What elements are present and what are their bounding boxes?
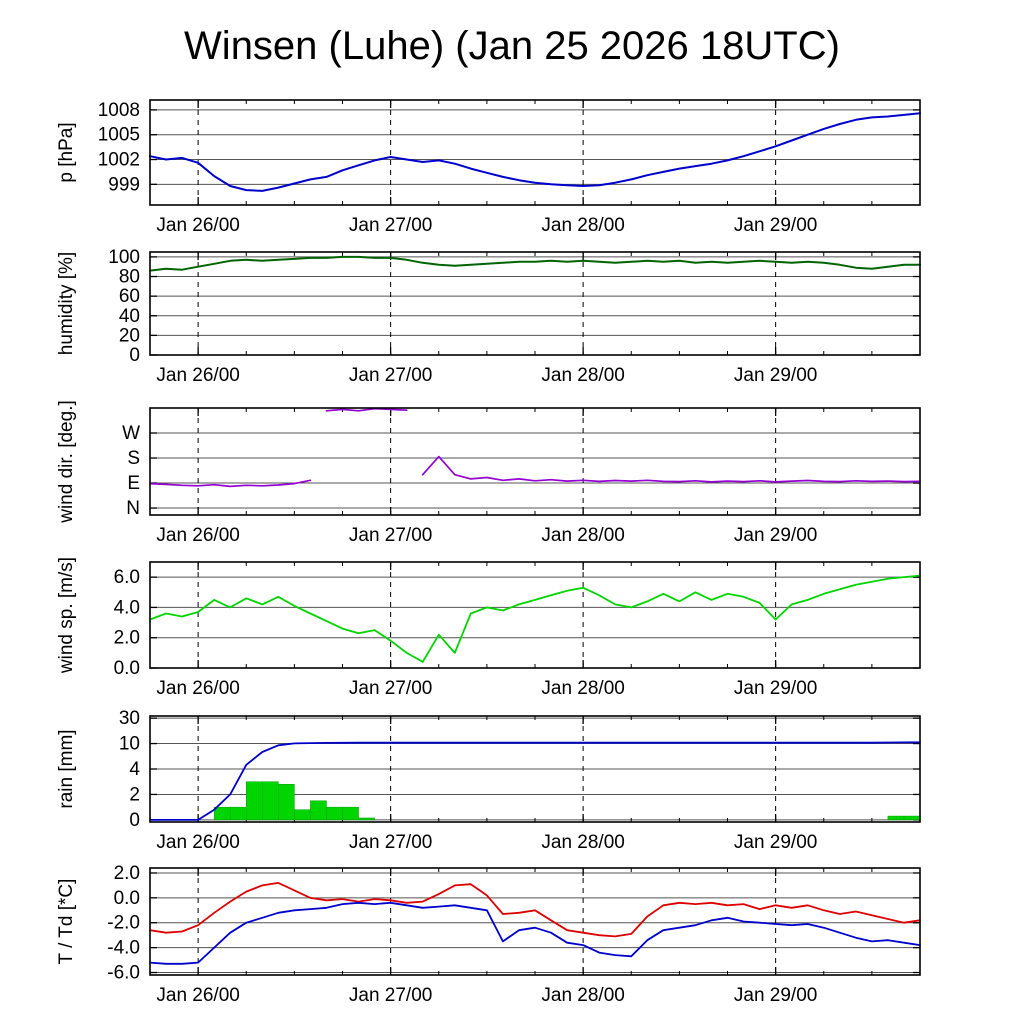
y-tick-label: N — [126, 498, 140, 519]
series-pressure — [149, 112, 921, 192]
series-wind-direction — [149, 407, 921, 488]
y-tick-label: 30 — [119, 708, 140, 729]
y-tick-label: S — [127, 448, 140, 469]
y-tick-label: 0.0 — [114, 888, 140, 909]
panel-wind-speed: 0.0 2.0 4.0 6.0 Jan 26/00 Jan 27/00 Jan 28/00 J… — [56, 557, 921, 699]
y-tick-label: 80 — [119, 267, 140, 288]
y-tick-label: E — [127, 473, 140, 494]
y-tick-label: -2.0 — [107, 913, 140, 934]
y-tick-label: 0 — [129, 345, 140, 366]
y-axis-label: p [hPa] — [56, 122, 77, 182]
x-tick-label: Jan 29/00 — [734, 985, 817, 1006]
panel-frame — [149, 867, 921, 976]
x-tick-label: Jan 27/00 — [349, 365, 432, 386]
x-tick-label: Jan 28/00 — [541, 832, 624, 853]
x-tick-label: Jan 26/00 — [156, 365, 239, 386]
rain-bar — [246, 781, 263, 821]
series-wind-speed — [149, 574, 921, 663]
rain-bar — [887, 815, 905, 821]
x-tick-label: Jan 26/00 — [156, 215, 239, 236]
x-tick-label: Jan 27/00 — [349, 678, 432, 699]
x-tick-label: Jan 28/00 — [541, 678, 624, 699]
y-tick-label: 60 — [119, 286, 140, 307]
panel-rain: 0 2 4 10 30 Jan 26/00 Jan 27/00 Jan 28/00 Jan 29… — [56, 708, 921, 853]
y-axis-label: wind dir. [deg.] — [56, 400, 77, 524]
rain-bars — [213, 781, 921, 821]
panel-frame — [149, 99, 921, 206]
y-tick-label: 2.0 — [114, 863, 140, 884]
rain-bar — [262, 781, 279, 821]
y-tick-label: 1002 — [98, 150, 140, 171]
x-tick-label: Jan 29/00 — [734, 832, 817, 853]
panel-temperature: -6.0 -4.0 -2.0 0.0 2.0 Jan 26/00 Jan 27/00 Jan … — [56, 863, 921, 1006]
y-tick-label: 2 — [129, 784, 140, 805]
y-tick-label: W — [122, 423, 140, 444]
x-tick-label: Jan 29/00 — [734, 678, 817, 699]
y-axis-label: rain [mm] — [56, 729, 77, 808]
y-tick-label: -6.0 — [107, 963, 140, 984]
y-axis-label: humidity [%] — [56, 252, 77, 355]
y-tick-label: 20 — [119, 325, 140, 346]
series-relative-humidity — [149, 255, 921, 272]
x-tick-label: Jan 28/00 — [541, 985, 624, 1006]
x-tick-label: Jan 28/00 — [541, 525, 624, 546]
series-temperature — [149, 882, 921, 938]
y-axis-label: T / Td [*C] — [56, 879, 77, 965]
y-tick-label: 10 — [119, 734, 140, 755]
x-tick-label: Jan 29/00 — [734, 365, 817, 386]
y-tick-label: 2.0 — [114, 628, 140, 649]
rain-bar — [342, 806, 359, 821]
y-tick-label: 999 — [108, 174, 140, 195]
x-tick-label: Jan 28/00 — [541, 365, 624, 386]
y-tick-label: 0.0 — [114, 658, 140, 679]
rain-bar — [903, 815, 921, 821]
x-tick-label: Jan 27/00 — [349, 832, 432, 853]
x-tick-label: Jan 27/00 — [349, 985, 432, 1006]
x-tick-label: Jan 26/00 — [156, 678, 239, 699]
panel-frame — [149, 561, 921, 669]
x-tick-label: Jan 29/00 — [734, 525, 817, 546]
x-tick-label: Jan 28/00 — [541, 215, 624, 236]
rain-bar — [294, 809, 311, 821]
rain-bar — [229, 806, 247, 821]
rain-bar — [326, 806, 343, 821]
y-tick-label: 1005 — [98, 125, 140, 146]
y-tick-label: 0 — [129, 810, 140, 831]
series-accumulated-rain — [149, 741, 921, 821]
panel-frame — [149, 715, 921, 823]
x-tick-label: Jan 29/00 — [734, 215, 817, 236]
series-dew-point — [149, 901, 921, 965]
panel-frame — [149, 251, 921, 356]
y-tick-label: 40 — [119, 306, 140, 327]
x-tick-label: Jan 26/00 — [156, 525, 239, 546]
y-tick-label: 4 — [129, 759, 140, 780]
rain-bar — [310, 800, 327, 821]
y-axis-label: wind sp. [m/s] — [56, 557, 77, 674]
x-tick-label: Jan 26/00 — [156, 985, 239, 1006]
y-tick-label: 6.0 — [114, 567, 140, 588]
rain-bar — [358, 817, 375, 821]
panel-frame — [149, 407, 921, 516]
y-tick-label: 1008 — [98, 100, 140, 121]
chart-title: Winsen (Luhe) (Jan 25 2026 18UTC) — [184, 24, 840, 68]
x-tick-label: Jan 27/00 — [349, 215, 432, 236]
y-tick-label: -4.0 — [107, 938, 140, 959]
y-tick-label: 100 — [108, 247, 140, 268]
y-tick-label: 4.0 — [114, 597, 140, 618]
x-tick-label: Jan 26/00 — [156, 832, 239, 853]
x-tick-label: Jan 27/00 — [349, 525, 432, 546]
rain-bar — [278, 784, 295, 821]
rain-bar — [213, 806, 231, 821]
panel-pressure: 999 1002 1005 1008 Jan 26/00 Jan 27/00 Jan 28/… — [56, 99, 921, 236]
